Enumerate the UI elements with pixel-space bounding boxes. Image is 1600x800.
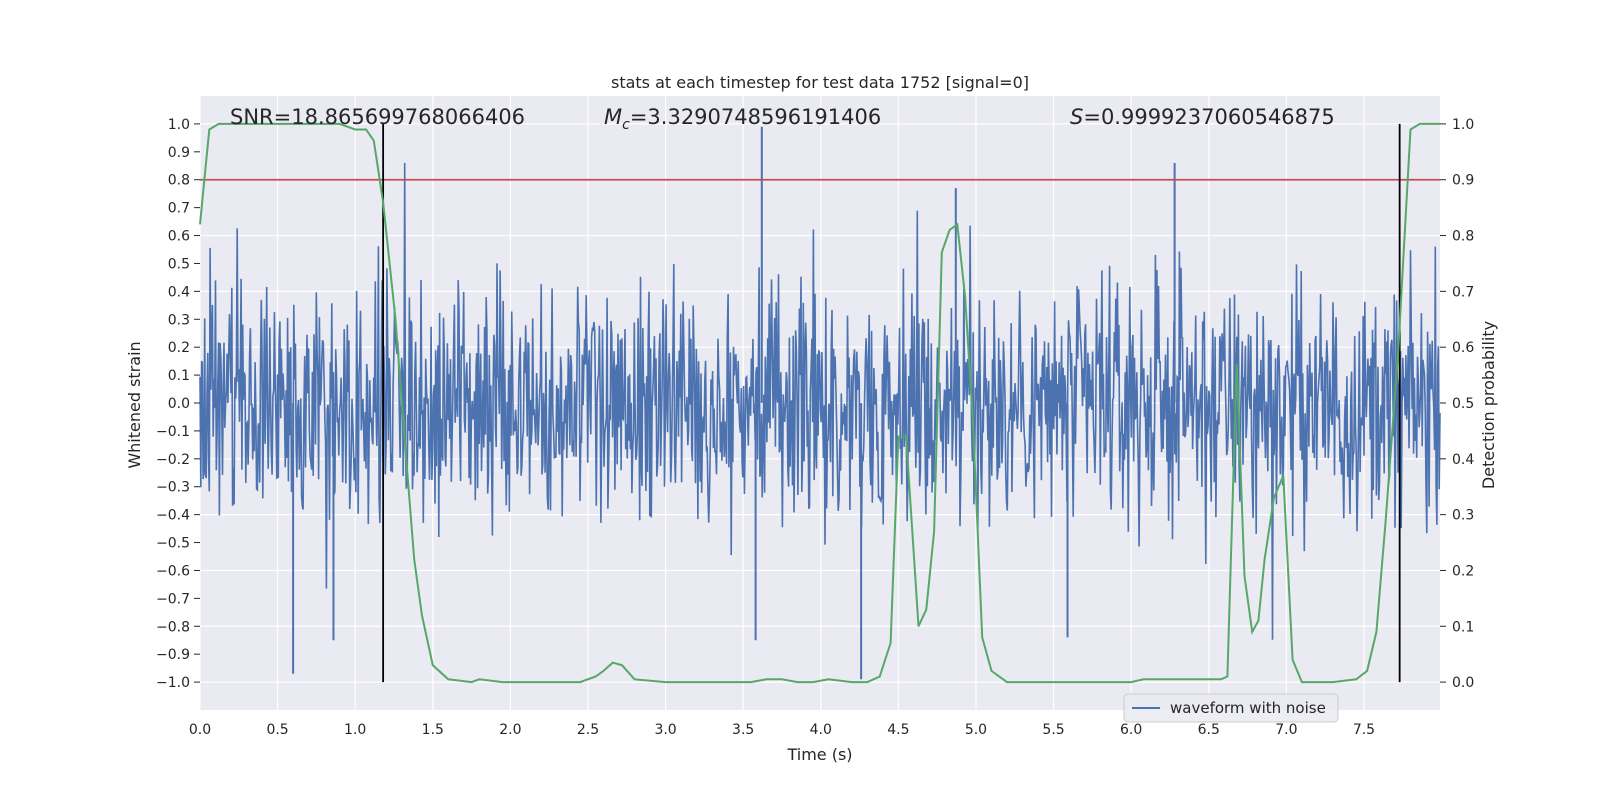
x-tick-label: 7.0 — [1275, 722, 1297, 738]
y-tick-label: 0.7 — [168, 201, 190, 217]
x-tick-label: 1.0 — [344, 722, 366, 738]
x-tick-label: 6.0 — [1120, 722, 1142, 738]
x-tick-label: 4.0 — [810, 722, 832, 738]
y2-tick-label: 0.0 — [1452, 675, 1474, 691]
x-tick-label: 1.5 — [422, 722, 444, 738]
y-axis-label: Whitened strain — [125, 341, 144, 468]
x-tick-label: 7.5 — [1353, 722, 1375, 738]
chart-title: stats at each timestep for test data 175… — [611, 73, 1029, 92]
y-tick-label: −0.9 — [156, 647, 190, 663]
x-tick-label: 0.5 — [266, 722, 288, 738]
y2-tick-label: 0.6 — [1452, 340, 1474, 356]
y-tick-label: −0.2 — [156, 452, 190, 468]
y2-tick-label: 0.1 — [1452, 619, 1474, 635]
legend: waveform with noise — [1123, 693, 1339, 723]
legend-label: waveform with noise — [1170, 699, 1326, 717]
detection-probability-series — [199, 122, 1440, 684]
y-tick-label: 0.8 — [168, 173, 190, 189]
y2-tick-label: 0.8 — [1452, 229, 1474, 245]
x-tick-label: 6.5 — [1198, 722, 1220, 738]
x-tick-label: 5.0 — [965, 722, 987, 738]
x-tick-label: 2.0 — [499, 722, 521, 738]
y-tick-label: 0.4 — [168, 284, 190, 300]
y2-tick-label: 0.7 — [1452, 284, 1474, 300]
mc-symbol: M — [604, 105, 622, 129]
y-tick-label: 1.0 — [168, 117, 190, 133]
x-axis-label: Time (s) — [786, 745, 852, 764]
y-tick-label: 0.6 — [168, 229, 190, 245]
x-tick-label: 3.5 — [732, 722, 754, 738]
y-tick-label: −1.0 — [156, 675, 190, 691]
tick-labels: 0.0 0.5 1.0 1.5 2.0 2.5 3.0 3.5 4.0 4.5 5.0 5.5 6.0 6… — [156, 117, 1474, 738]
y2-tick-label: 0.2 — [1452, 563, 1474, 579]
y-tick-label: −0.5 — [156, 536, 190, 552]
y-tick-label: 0.5 — [168, 256, 190, 272]
y-tick-label: −0.3 — [156, 480, 190, 496]
s-annotation: S=0.9999237060546875 — [1070, 105, 1335, 129]
y2-axis-label: Detection probability — [1479, 321, 1498, 489]
overlay-layer — [199, 122, 1440, 684]
mc-annotation: Mc=3.3290748596191406 — [604, 105, 881, 133]
s-symbol: S — [1070, 105, 1083, 129]
x-tick-label: 5.5 — [1042, 722, 1064, 738]
y2-tick-label: 0.4 — [1452, 452, 1474, 468]
x-tick-label: 2.5 — [577, 722, 599, 738]
y-tick-label: 0.0 — [168, 396, 190, 412]
legend-box — [1123, 693, 1339, 723]
snr-annotation: SNR=18.865699768066406 — [230, 105, 525, 129]
y2-tick-label: 0.9 — [1452, 173, 1474, 189]
y-tick-label: 0.1 — [168, 368, 190, 384]
s-value: =0.9999237060546875 — [1083, 105, 1334, 129]
y2-tick-label: 1.0 — [1452, 117, 1474, 133]
mc-value: =3.3290748596191406 — [630, 105, 881, 129]
x-tick-label: 4.5 — [887, 722, 909, 738]
y2-tick-label: 0.5 — [1452, 396, 1474, 412]
x-tick-label: 0.0 — [189, 722, 211, 738]
mc-subscript: c — [622, 117, 630, 133]
y-tick-label: −0.6 — [156, 563, 190, 579]
y-tick-label: 0.2 — [168, 340, 190, 356]
y-tick-label: 0.3 — [168, 312, 190, 328]
y-tick-label: −0.1 — [156, 424, 190, 440]
x-tick-label: 3.0 — [654, 722, 676, 738]
y-tick-label: −0.4 — [156, 508, 190, 524]
y-tick-label: 0.9 — [168, 145, 190, 161]
y-tick-label: −0.8 — [156, 619, 190, 635]
y2-tick-label: 0.3 — [1452, 508, 1474, 524]
y-tick-label: −0.7 — [156, 591, 190, 607]
